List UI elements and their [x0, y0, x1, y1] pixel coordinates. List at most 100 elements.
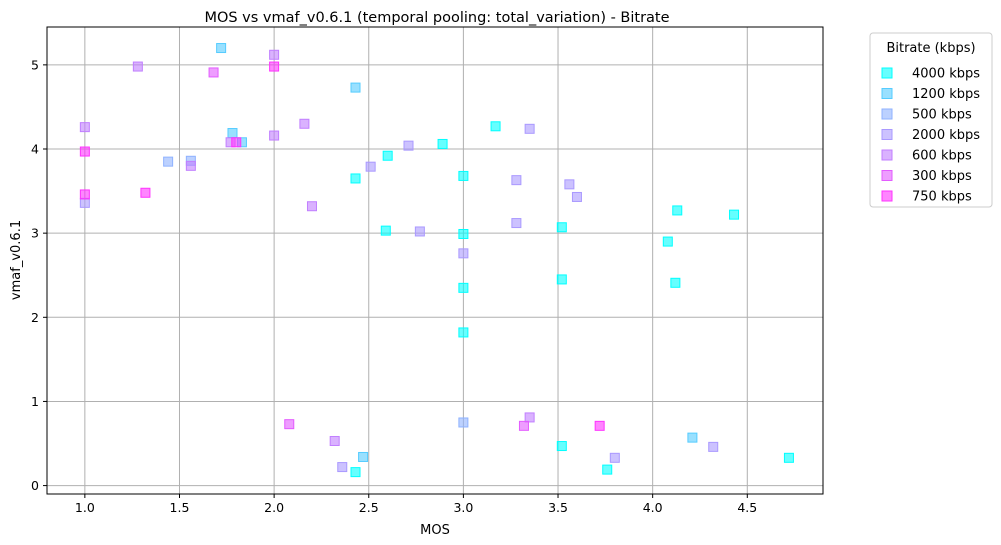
data-point	[231, 137, 242, 148]
data-point	[365, 161, 376, 172]
x-tick-label: 3.5	[548, 500, 568, 515]
data-point	[609, 452, 620, 463]
legend-label: 1200 kbps	[912, 87, 980, 102]
legend-marker	[881, 149, 893, 161]
legend-marker	[881, 170, 893, 181]
legend-marker	[881, 129, 893, 140]
data-point	[185, 160, 196, 171]
data-point	[511, 175, 522, 186]
data-point	[140, 187, 151, 198]
data-point	[227, 128, 238, 139]
data-point	[458, 327, 469, 338]
data-point	[490, 121, 501, 132]
y-tick-label: 3	[31, 226, 39, 241]
legend-label: 300 kbps	[912, 169, 972, 184]
data-point	[518, 420, 529, 431]
legend-label: 4000 kbps	[912, 67, 980, 82]
data-point	[284, 419, 295, 430]
data-point	[437, 138, 448, 149]
y-axis: 0 1 2 3 4 5	[31, 57, 47, 493]
data-point	[79, 189, 90, 200]
series-500-kbps	[163, 155, 469, 428]
data-point	[602, 464, 613, 475]
legend-items: 4000 kbps 1200 kbps 500 kbps 2000 kbps 600 k…	[881, 67, 980, 205]
data-point	[458, 228, 469, 239]
data-point	[306, 201, 317, 212]
data-point	[269, 61, 280, 72]
data-point	[511, 218, 522, 229]
data-point	[783, 452, 794, 463]
data-point	[79, 197, 90, 208]
data-point	[556, 222, 567, 233]
data-point	[163, 156, 174, 167]
data-point	[662, 236, 673, 247]
legend-frame	[869, 32, 993, 208]
data-point	[708, 441, 719, 452]
data-point	[350, 467, 361, 478]
data-point	[556, 441, 567, 452]
data-point	[458, 282, 469, 293]
data-point	[403, 140, 414, 151]
data-point	[208, 67, 219, 78]
data-point	[380, 225, 391, 236]
data-point	[299, 118, 310, 129]
x-tick-label: 2.5	[359, 500, 379, 515]
series-4000-kbps	[350, 121, 794, 478]
data-point	[458, 417, 469, 428]
data-point	[329, 435, 340, 446]
data-point	[670, 277, 681, 288]
x-tick-label: 4.5	[737, 500, 757, 515]
y-tick-label: 0	[31, 478, 39, 493]
x-axis-label: MOS	[420, 523, 450, 538]
data-point	[571, 191, 582, 202]
legend-label: 500 kbps	[912, 108, 972, 123]
legend-marker	[881, 67, 893, 79]
y-tick-label: 2	[31, 310, 39, 325]
x-axis: 1.0 1.5 2.0 2.5 3.0 3.5 4.0 4.5	[75, 494, 757, 515]
data-point	[594, 420, 605, 431]
legend-marker	[881, 88, 893, 99]
series-2000-kbps	[79, 123, 719, 473]
data-point	[382, 150, 393, 161]
data-point	[269, 130, 280, 141]
data-point	[132, 61, 143, 72]
data-point	[458, 248, 469, 259]
data-point	[350, 173, 361, 184]
data-point	[564, 179, 575, 190]
x-tick-label: 1.0	[75, 500, 95, 515]
data-point	[524, 123, 535, 134]
legend-marker	[881, 108, 893, 120]
data-point	[414, 226, 425, 237]
plot-area-frame	[46, 26, 824, 495]
data-point	[458, 170, 469, 181]
data-point	[729, 209, 740, 220]
series-1200-kbps	[216, 43, 698, 462]
series-300-kbps	[208, 67, 529, 431]
data-point	[687, 432, 698, 443]
data-points	[79, 43, 794, 478]
series-600-kbps	[79, 49, 535, 446]
y-axis-label: vmaf_v0.6.1	[9, 220, 24, 300]
data-point	[556, 274, 567, 285]
chart-title: MOS vs vmaf_v0.6.1 (temporal pooling: to…	[204, 10, 669, 26]
data-point	[269, 49, 280, 60]
x-tick-label: 2.0	[264, 500, 284, 515]
data-point	[79, 146, 90, 157]
x-tick-label: 1.5	[170, 500, 190, 515]
y-tick-label: 1	[31, 394, 39, 409]
legend-marker	[881, 190, 893, 202]
y-tick-label: 4	[31, 142, 39, 157]
data-point	[79, 122, 90, 133]
data-point	[358, 451, 369, 462]
series-750-kbps	[79, 61, 605, 431]
legend-title: Bitrate (kbps)	[886, 41, 975, 56]
x-tick-label: 4.0	[643, 500, 663, 515]
data-point	[672, 205, 683, 216]
x-tick-label: 3.0	[453, 500, 473, 515]
data-point	[524, 412, 535, 423]
y-tick-label: 5	[31, 57, 39, 72]
legend-label: 2000 kbps	[912, 128, 980, 143]
legend: Bitrate (kbps) 4000 kbps 1200 kbps 500 kbp…	[869, 32, 993, 208]
grid	[47, 27, 823, 494]
